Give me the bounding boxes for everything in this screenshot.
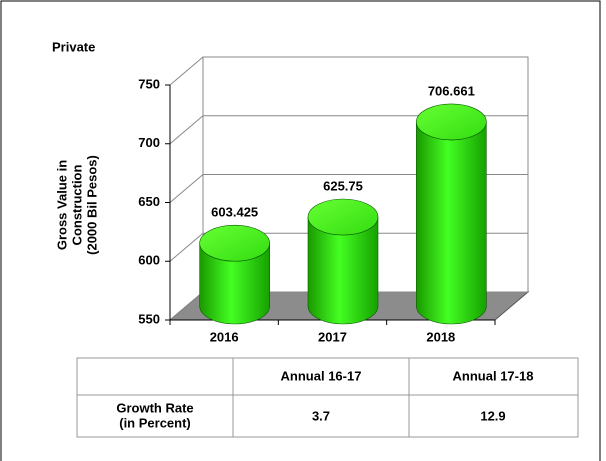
cylinder-top	[307, 198, 379, 236]
data-label: 603.425	[211, 205, 258, 220]
grid-line	[169, 56, 528, 86]
y-axis-label: Gross Value in Construction (2000 Bil Pe…	[54, 155, 99, 255]
row-label: Growth Rate	[116, 400, 193, 415]
y-tick-label: 700	[138, 135, 160, 150]
y-tick-label: 550	[138, 311, 160, 326]
x-tick-label: 2018	[426, 329, 455, 344]
data-label: 625.75	[323, 178, 363, 193]
y-label-line: Construction	[69, 165, 84, 246]
x-tick-label: 2016	[210, 329, 239, 344]
data-label: 706.661	[428, 83, 475, 98]
y-label-line: (2000 Bil Pesos)	[84, 155, 99, 255]
y-tick-label: 750	[138, 76, 160, 91]
table-cell: 3.7	[312, 408, 330, 423]
plot: 550 600 650 700 750 2016 603.425 2017 625.75 2018…	[138, 56, 530, 344]
y-tick-label: 650	[138, 194, 160, 209]
table	[76, 357, 579, 438]
y-tick-label: 600	[138, 253, 160, 268]
table-border	[76, 357, 579, 438]
chart-title: Private	[52, 39, 95, 54]
x-tick-label: 2017	[318, 329, 347, 344]
cylinder-body	[416, 121, 487, 325]
cylinder-top	[199, 224, 270, 262]
table-cell: 12.9	[480, 408, 505, 423]
cylinder-top	[416, 103, 487, 141]
y-label-line: Gross Value in	[54, 160, 69, 250]
row-label: (in Percent)	[119, 415, 191, 430]
table-header: Annual 17-18	[453, 368, 534, 383]
table-header: Annual 16-17	[281, 368, 362, 383]
